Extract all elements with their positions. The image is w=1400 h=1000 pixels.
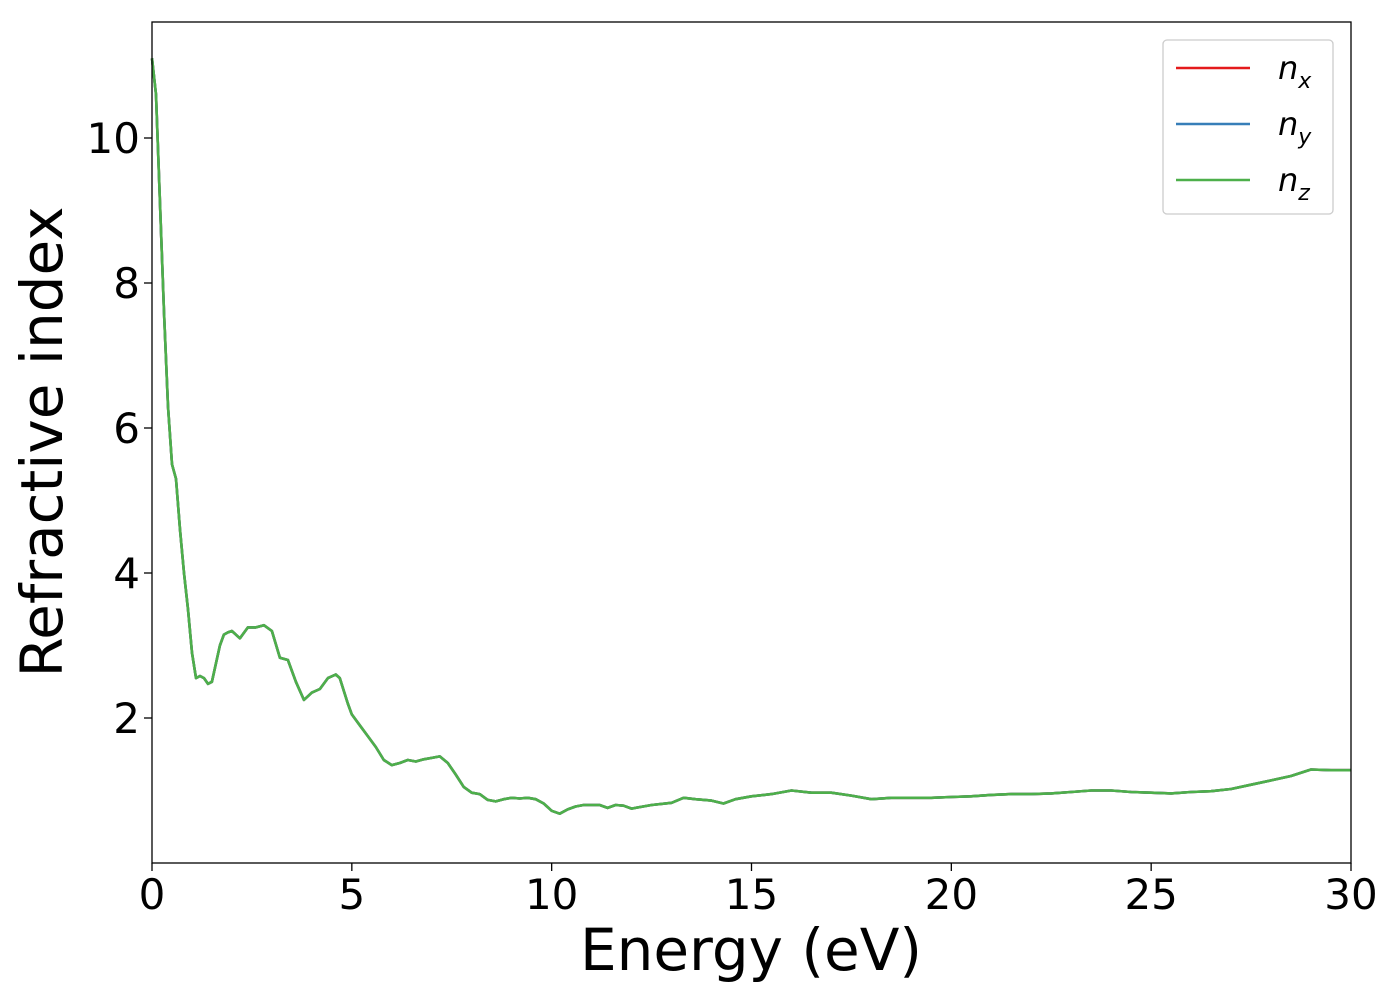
legend-label-subscript: y (1297, 125, 1312, 150)
legend-label-base: n (1278, 105, 1298, 143)
x-axis-ticks: 0 5 10 15 20 25 30 (139, 863, 1378, 919)
x-tick-label: 10 (525, 870, 578, 919)
y-tick-label: 6 (113, 404, 140, 453)
x-tick-label: 20 (925, 870, 978, 919)
y-tick-label: 2 (113, 694, 140, 743)
legend-label-base: n (1278, 161, 1298, 199)
x-tick-label: 5 (338, 870, 365, 919)
legend-label-subscript: x (1297, 69, 1312, 94)
x-tick-label: 25 (1124, 870, 1177, 919)
legend-box (1162, 39, 1334, 215)
x-tick-label: 0 (139, 870, 166, 919)
y-tick-label: 8 (113, 259, 140, 308)
legend-label-n-y: ny (1278, 105, 1312, 150)
legend-label-n-x: nx (1278, 49, 1312, 94)
x-tick-label: 30 (1324, 870, 1377, 919)
series-layer (150, 58, 1351, 816)
y-tick-label: 4 (113, 549, 140, 598)
x-tick-label: 15 (725, 870, 778, 919)
legend-label-base: n (1278, 49, 1298, 87)
y-axis-ticks: 2 4 6 8 10 (87, 114, 152, 743)
legend-label-subscript: z (1297, 181, 1310, 206)
y-tick-label: 10 (87, 114, 140, 163)
legend-label-n-z: nz (1278, 161, 1310, 206)
x-axis-title: Energy (eV) (580, 916, 922, 984)
y-axis-title: Refractive index (8, 206, 76, 677)
series-line-n-z (150, 58, 1351, 816)
